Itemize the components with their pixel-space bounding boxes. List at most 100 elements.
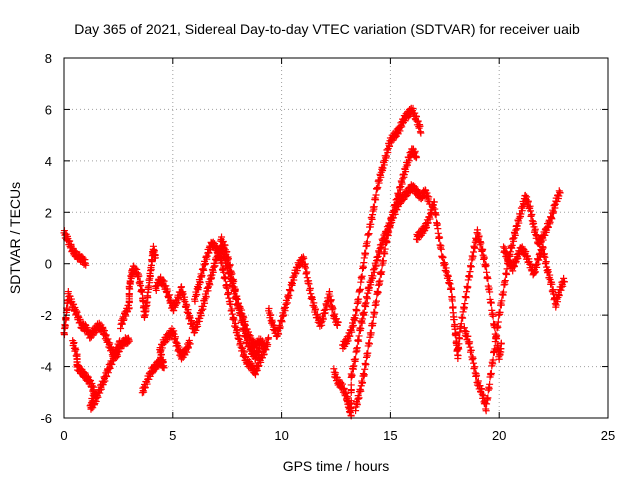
data-point xyxy=(489,356,497,364)
data-point xyxy=(372,297,380,305)
data-point xyxy=(439,253,447,261)
data-point xyxy=(223,248,231,256)
data-point xyxy=(471,244,479,252)
data-point xyxy=(381,245,389,253)
data-point xyxy=(552,301,560,309)
data-point xyxy=(167,298,175,306)
data-point xyxy=(288,280,296,288)
data-point xyxy=(400,171,408,179)
data-point xyxy=(151,254,159,262)
data-point xyxy=(201,260,209,268)
data-point xyxy=(370,203,378,211)
x-tick-label: 25 xyxy=(601,428,615,443)
data-point xyxy=(117,340,125,348)
data-point xyxy=(464,283,472,291)
x-tick-label: 10 xyxy=(274,428,288,443)
data-point xyxy=(233,295,241,303)
data-point xyxy=(302,264,310,272)
data-point xyxy=(484,274,492,282)
series-track-h xyxy=(217,233,264,363)
data-point xyxy=(441,260,449,268)
data-point xyxy=(560,278,568,286)
series-track-e xyxy=(138,325,194,397)
series-track-c xyxy=(69,337,125,413)
data-point xyxy=(528,210,536,218)
data-point xyxy=(349,322,357,330)
data-point xyxy=(221,275,229,283)
data-point xyxy=(300,254,308,262)
data-point xyxy=(353,344,361,352)
data-point xyxy=(186,340,194,348)
data-point xyxy=(360,308,368,316)
y-tick-label: 6 xyxy=(45,102,52,117)
data-point xyxy=(285,292,293,300)
y-axis-label: SDTVAR / TECUs xyxy=(7,182,23,294)
data-point xyxy=(539,244,547,252)
data-point xyxy=(378,268,386,276)
data-point xyxy=(374,288,382,296)
data-point xyxy=(477,239,485,247)
data-point xyxy=(432,211,440,219)
data-point xyxy=(379,164,387,172)
data-point xyxy=(386,221,394,229)
data-point xyxy=(308,295,316,303)
data-point xyxy=(430,198,438,206)
data-point xyxy=(350,362,358,370)
data-point xyxy=(493,332,501,340)
data-point xyxy=(508,241,516,249)
data-point xyxy=(454,352,462,360)
data-point xyxy=(135,272,143,280)
data-point xyxy=(457,320,465,328)
data-point xyxy=(388,214,396,222)
data-point xyxy=(227,300,235,308)
data-point xyxy=(467,263,475,271)
series-track-o xyxy=(500,243,568,311)
data-point xyxy=(413,153,421,161)
chart-title: Day 365 of 2021, Sidereal Day-to-day VTE… xyxy=(74,21,580,37)
data-point xyxy=(199,302,207,310)
data-point xyxy=(275,330,283,338)
data-point xyxy=(385,228,393,236)
data-point xyxy=(267,311,275,319)
data-point xyxy=(228,270,236,278)
data-point xyxy=(235,302,243,310)
data-point xyxy=(125,337,133,345)
x-tick-label: 15 xyxy=(383,428,397,443)
y-tick-label: -6 xyxy=(40,411,52,426)
y-tick-label: 0 xyxy=(45,257,52,272)
data-point xyxy=(376,277,384,285)
data-point xyxy=(287,287,295,295)
data-point xyxy=(496,308,504,316)
data-point xyxy=(501,277,509,285)
y-tick-label: 2 xyxy=(45,205,52,220)
data-point xyxy=(366,340,374,348)
data-point xyxy=(355,295,363,303)
data-point xyxy=(329,305,337,313)
series-track-d xyxy=(117,242,159,332)
data-point xyxy=(417,129,425,137)
data-point xyxy=(491,345,499,353)
data-point xyxy=(179,290,187,298)
data-point xyxy=(466,268,474,276)
data-point xyxy=(334,318,342,326)
data-point xyxy=(363,238,371,246)
data-point xyxy=(556,189,564,197)
data-point xyxy=(382,152,390,160)
data-point xyxy=(392,202,400,210)
data-point xyxy=(367,329,375,337)
data-point xyxy=(193,291,201,299)
axis-ticks: 0 5 10 15 20 25 -6 -4 -2 0 2 4 6 8 xyxy=(40,51,615,443)
data-point xyxy=(362,299,370,307)
data-point xyxy=(137,282,145,290)
data-point xyxy=(459,314,467,322)
data-point xyxy=(484,394,492,402)
data-point xyxy=(436,234,444,242)
data-point xyxy=(462,294,470,302)
data-point xyxy=(178,283,186,291)
data-point xyxy=(198,272,206,280)
data-point xyxy=(348,371,356,379)
data-point xyxy=(362,360,370,368)
data-point xyxy=(280,311,288,319)
x-axis-label: GPS time / hours xyxy=(283,458,390,474)
data-point xyxy=(226,261,234,269)
